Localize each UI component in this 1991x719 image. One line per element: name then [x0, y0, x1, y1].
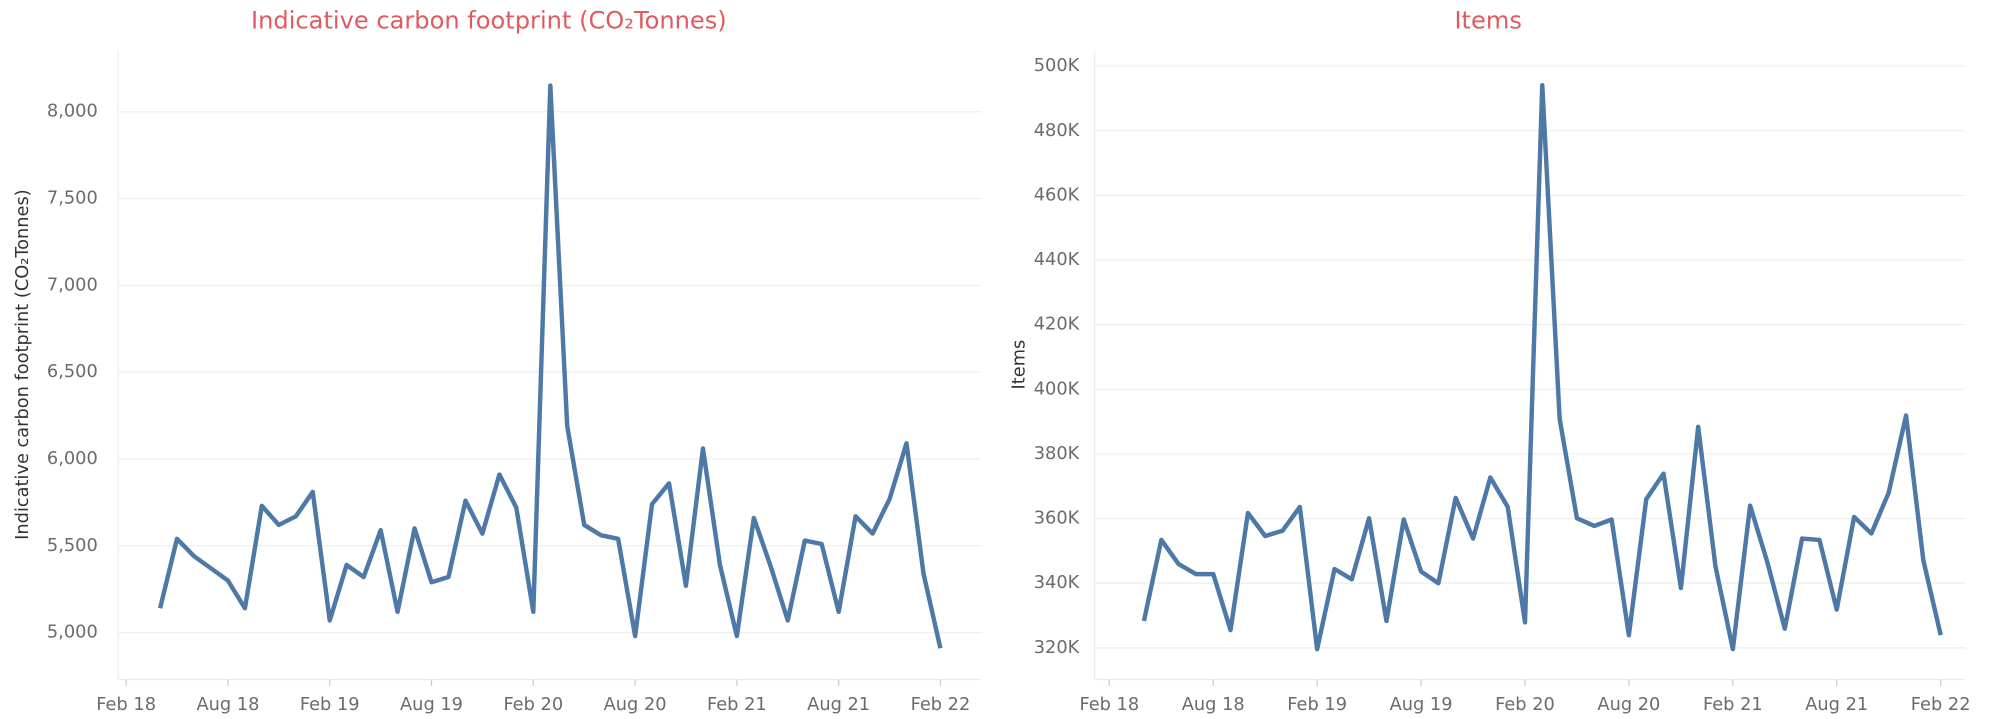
data-line [157, 83, 943, 649]
x-tick-label: Feb 22 [911, 695, 971, 715]
x-tick-label: Feb 22 [1911, 695, 1971, 715]
y-tick-label: 8,000 [47, 102, 98, 122]
y-axis-title: Items [1010, 340, 1030, 390]
y-tick-label: 5,000 [47, 623, 98, 643]
x-tick-label: Aug 21 [1805, 695, 1868, 715]
chart-title: Items [1454, 7, 1521, 35]
y-tick-label: 340K [1034, 573, 1081, 593]
y-tick-label: 380K [1034, 444, 1081, 464]
x-tick-label: Feb 20 [1495, 695, 1555, 715]
y-tick-label: 7,000 [47, 275, 98, 295]
data-line [1141, 83, 1943, 652]
y-tick-label: 400K [1034, 379, 1081, 399]
x-tick-label: Aug 19 [400, 695, 463, 715]
x-tick-label: Aug 21 [807, 695, 870, 715]
y-tick-label: 6,000 [47, 449, 98, 469]
x-tick-label: Aug 18 [196, 695, 259, 715]
y-tick-label: 440K [1034, 250, 1081, 270]
y-tick-label: 360K [1034, 509, 1081, 529]
x-tick-label: Aug 18 [1182, 695, 1245, 715]
x-tick-label: Feb 21 [707, 695, 767, 715]
x-tick-label: Feb 19 [300, 695, 360, 715]
y-tick-label: 500K [1034, 56, 1081, 76]
x-tick-label: Aug 20 [604, 695, 667, 715]
chart-panel: Indicative carbon footprint (CO₂Tonnes) I… [13, 7, 982, 715]
y-tick-label: 420K [1034, 315, 1081, 335]
y-tick-label: 5,500 [47, 536, 98, 556]
x-tick-label: Feb 20 [503, 695, 563, 715]
chart-title: Indicative carbon footprint (CO₂Tonnes) [251, 7, 727, 35]
y-axis-title: Indicative carbon footprint (CO₂Tonnes) [13, 189, 33, 540]
x-tick-label: Feb 21 [1703, 695, 1763, 715]
x-tick-label: Aug 20 [1597, 695, 1660, 715]
x-tick-label: Feb 19 [1287, 695, 1347, 715]
x-tick-label: Aug 19 [1390, 695, 1453, 715]
y-tick-label: 320K [1034, 638, 1081, 658]
y-tick-label: 460K [1034, 185, 1081, 205]
y-tick-label: 6,500 [47, 362, 98, 382]
y-tick-label: 480K [1034, 121, 1081, 141]
x-tick-label: Feb 18 [1079, 695, 1139, 715]
y-tick-label: 7,500 [47, 189, 98, 209]
chart-panel: Items Items 320K 340K 360K 380K 400K 420K 440K 46… [1010, 7, 1971, 715]
x-tick-label: Feb 18 [96, 695, 156, 715]
